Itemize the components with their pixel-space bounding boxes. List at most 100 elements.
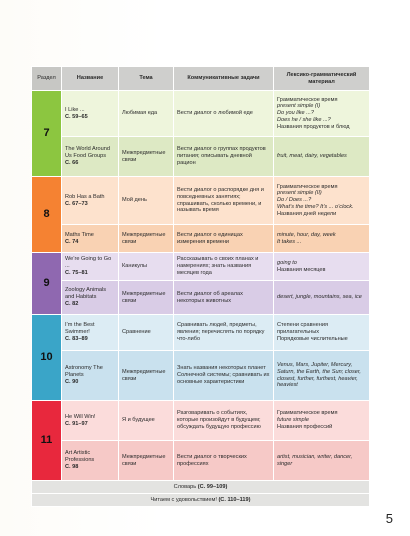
lesson-title: We’re Going to Go ... [65,256,112,270]
lesson-lexgram: Грамматическое время future simple Назва… [273,400,370,441]
lesson-lexgram: minute, hour, day, week It takes ... [273,224,370,253]
section-number: 10 [31,314,62,401]
lesson-title: Maths Time [65,231,94,238]
lesson-title: The World Around Us Food Groups [65,146,110,160]
reading-pages: (С. 110–119) [218,496,251,503]
reading-cell: Читаем с удовольствием! (С. 110–119) [31,493,370,507]
lex-line: present simple (I) [277,103,321,110]
lex-line: Названия месяцев [277,266,326,273]
lex-line: Степени сравнения прилагательных [277,322,328,336]
lesson-title: Rob Has a Bath [65,193,105,200]
table-row: Astronomy The Planets С. 90 Межпредметны… [32,350,370,401]
lesson-tasks: Вести диалог о творческих профессиях [173,440,274,481]
lesson-lexgram: fruit, meat, dairy, vegetables [273,136,370,177]
lex-line: Грамматическое время [277,410,338,417]
lesson-topic: Межпредметные связи [118,224,174,253]
header-section: Раздел [31,66,62,91]
lex-line: Названия профессий [277,423,333,430]
table-row: 11 He Will Win! С. 91–97 Я и будущее Раз… [31,400,370,481]
lesson-tasks: Вести диалог о любимой еде [173,90,274,137]
table-row: Maths Time С. 74 Межпредметные связи Вес… [32,224,370,253]
dictionary-row: Словарь (С. 99–109) [31,480,370,494]
section-number: 9 [31,252,62,315]
lex-line: Грамматическое время [277,96,338,103]
table-header-row: Раздел Название Тема Коммуникативные зад… [31,66,370,91]
lesson-title: He Will Win! [65,413,96,420]
lesson-pages: С. 90 [65,378,79,385]
lesson-name: The World Around Us Food Groups С. 66 [61,136,119,177]
lex-line: Грамматическое время [277,183,338,190]
lesson-pages: С. 66 [65,159,79,166]
lesson-tasks: Сравнивать людей, предметы, явления; пер… [173,314,274,351]
lesson-lexgram: Venus, Mars, Jupiter, Mercury, Saturn, t… [273,350,370,401]
lex-line: desert, jungle, mountains, sea, ice [277,294,362,301]
table-row: 8 Rob Has a Bath С. 67–73 Мой день Вести… [31,176,370,253]
lesson-tasks: Вести диалог об ареалах некоторых животн… [173,280,274,315]
lesson-pages: С. 98 [65,463,79,470]
table-row: 9 We’re Going to Go ... С. 75–81 Каникул… [31,252,370,315]
lesson-topic: Сравнение [118,314,174,351]
lesson-title: I Like ... [65,106,85,113]
lesson-lexgram: Грамматическое время present simple (I) … [273,90,370,137]
dictionary-label: Словарь [173,483,197,490]
lex-line: present simple (II) [277,190,322,197]
lesson-topic: Каникулы [118,252,174,281]
lesson-pages: С. 82 [65,300,79,307]
table-row: Art Artistic Professions С. 98 Межпредме… [32,440,370,481]
lex-line: artist, musician, writer, dancer, singer [277,453,353,467]
lesson-title: Art Artistic Professions [65,450,95,464]
lesson-title: Zoology Animals and Habitats [65,287,107,301]
lesson-name: Zoology Animals and Habitats С. 82 [61,280,119,315]
table-row: 10 I’m the Best Swimmer! С. 83–89 Сравне… [31,314,370,401]
lesson-topic: Я и будущее [118,400,174,441]
lesson-pages: С. 91–97 [65,420,88,427]
lesson-name: We’re Going to Go ... С. 75–81 [61,252,119,281]
lex-line: Названия дней недели [277,210,337,217]
lex-line: fruit, meat, dairy, vegetables [277,153,347,160]
lex-line: What’s the time? It’s ... o’clock. [277,203,354,210]
reading-label: Читаем с удовольствием! [150,496,217,503]
contents-table: Раздел Название Тема Коммуникативные зад… [31,66,370,507]
lesson-lexgram: Степени сравнения прилагательных Порядко… [273,314,370,351]
reading-row: Читаем с удовольствием! (С. 110–119) [31,493,370,507]
header-name: Название [61,66,119,91]
lex-line: Venus, Mars, Jupiter, Mercury, Saturn, t… [277,362,361,389]
lex-line: Do you like ...? [277,110,314,117]
lesson-topic: Любимая еда [118,90,174,137]
lesson-tasks: Рассказывать о своих планах и намерениях… [173,252,274,281]
lesson-title: I’m the Best Swimmer! [65,322,95,336]
lesson-name: He Will Win! С. 91–97 [61,400,119,441]
header-lexgram: Лексико-грамматический материал [273,66,370,91]
lesson-lexgram: going to Названия месяцев [273,252,370,281]
lex-line: going to [277,259,297,266]
lesson-name: Maths Time С. 74 [61,224,119,253]
lesson-name: Astronomy The Planets С. 90 [61,350,119,401]
table-row: 7 I Like ... С. 59–65 Любимая еда Вести … [31,90,370,177]
lesson-tasks: Вести диалог о единицах измерения времен… [173,224,274,253]
lesson-pages: С. 74 [65,238,79,245]
lesson-lexgram: Грамматическое время present simple (II)… [273,176,370,225]
dictionary-pages: (С. 99–109) [197,483,228,490]
lesson-pages: С. 67–73 [65,200,88,207]
lex-line: It takes ... [277,238,302,245]
lesson-topic: Межпредметные связи [118,136,174,177]
dictionary-cell: Словарь (С. 99–109) [31,480,370,494]
table-row: Zoology Animals and Habitats С. 82 Межпр… [32,280,370,315]
lesson-name: Art Artistic Professions С. 98 [61,440,119,481]
lesson-name: Rob Has a Bath С. 67–73 [61,176,119,225]
lex-line: minute, hour, day, week [277,231,336,238]
lesson-pages: С. 75–81 [65,269,88,276]
lesson-tasks: Вести диалог о распорядке дня и повседне… [173,176,274,225]
lesson-tasks: Вести диалог о группах продуктов питания… [173,136,274,177]
section-number: 11 [31,400,62,481]
lex-line: Названия продуктов и блюд [277,123,350,130]
header-tasks: Коммуникативные задачи [173,66,274,91]
lesson-lexgram: desert, jungle, mountains, sea, ice [273,280,370,315]
section-number: 8 [31,176,62,253]
lex-line: Do / Does ...? [277,197,312,204]
lex-line: future simple [277,417,310,424]
lex-line: Does he / she like ...? [277,116,331,123]
lesson-pages: С. 59–65 [65,113,88,120]
lesson-topic: Межпредметные связи [118,440,174,481]
lesson-topic: Межпредметные связи [118,280,174,315]
